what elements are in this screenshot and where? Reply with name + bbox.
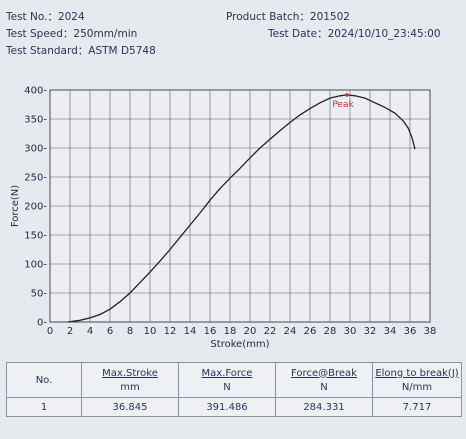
y-tick-label: 400-	[24, 86, 47, 97]
x-tick-label: 10	[144, 326, 157, 337]
header-elong-to-break: Elong to break(J) N/mm	[372, 362, 462, 398]
x-tick-label: 8	[127, 326, 133, 337]
header-no: No.	[6, 362, 82, 398]
y-tick-label: 50-	[31, 289, 48, 300]
x-tick-label: 24	[284, 326, 297, 337]
test-standard: Test Standard：ASTM D5748	[6, 45, 156, 57]
y-tick-label: 200-	[24, 202, 47, 213]
x-tick-label: 32	[364, 326, 377, 337]
y-tick-label: 250-	[24, 173, 47, 184]
y-tick-label: 350-	[24, 115, 47, 126]
results-table: No. Max.Stroke mm Max.Force N Force@Brea…	[6, 362, 462, 417]
x-tick-label: 34	[384, 326, 397, 337]
x-axis-label: Stroke(mm)	[210, 339, 269, 350]
test-speed: Test Speed：250mm/min	[6, 28, 138, 40]
header-force-at-break: Force@Break N	[275, 362, 373, 398]
y-tick-label: 0-	[37, 318, 47, 329]
test-date: Test Date：2024/10/10_23:45:00	[268, 28, 441, 40]
header-max-stroke: Max.Stroke mm	[81, 362, 179, 398]
x-tick-label: 0	[47, 326, 53, 337]
y-axis-label: Force(N)	[10, 185, 21, 227]
force-stroke-chart: 0 2 4 6 8 10 12 14 16 18 20 22 24 26 28 30 32 34 36 380-50-…	[10, 86, 437, 351]
x-tick-label: 20	[244, 326, 257, 337]
x-tick-label: 22	[264, 326, 277, 337]
product-batch: Product Batch：201502	[226, 11, 350, 23]
x-tick-label: 4	[87, 326, 93, 337]
x-tick-label: 14	[184, 326, 197, 337]
y-tick-label: 300-	[24, 144, 47, 155]
table-row: 1 36.845 391.486 284.331 7.717	[6, 397, 462, 417]
x-tick-label: 38	[424, 326, 437, 337]
x-tick-label: 2	[67, 326, 73, 337]
y-tick-label: 150-	[24, 231, 47, 242]
y-tick-label: 100-	[24, 260, 47, 271]
cell-force-at-break: 284.331	[275, 397, 373, 417]
x-tick-label: 30	[344, 326, 357, 337]
x-tick-label: 18	[224, 326, 237, 337]
cell-max-force: 391.486	[178, 397, 276, 417]
x-tick-label: 16	[204, 326, 217, 337]
x-tick-label: 28	[324, 326, 337, 337]
x-tick-label: 12	[164, 326, 177, 337]
cell-elong-to-break: 7.717	[372, 397, 462, 417]
test-no: Test No.：2024	[6, 11, 85, 23]
cell-no: 1	[6, 397, 82, 417]
x-tick-label: 6	[107, 326, 113, 337]
peak-marker	[345, 93, 349, 97]
x-tick-label: 36	[404, 326, 417, 337]
table-header-row: No. Max.Stroke mm Max.Force N Force@Brea…	[6, 362, 462, 398]
cell-max-stroke: 36.845	[81, 397, 179, 417]
peak-label: Peak	[332, 100, 354, 110]
force-stroke-series	[67, 94, 416, 323]
header-max-force: Max.Force N	[178, 362, 276, 398]
x-tick-label: 26	[304, 326, 317, 337]
